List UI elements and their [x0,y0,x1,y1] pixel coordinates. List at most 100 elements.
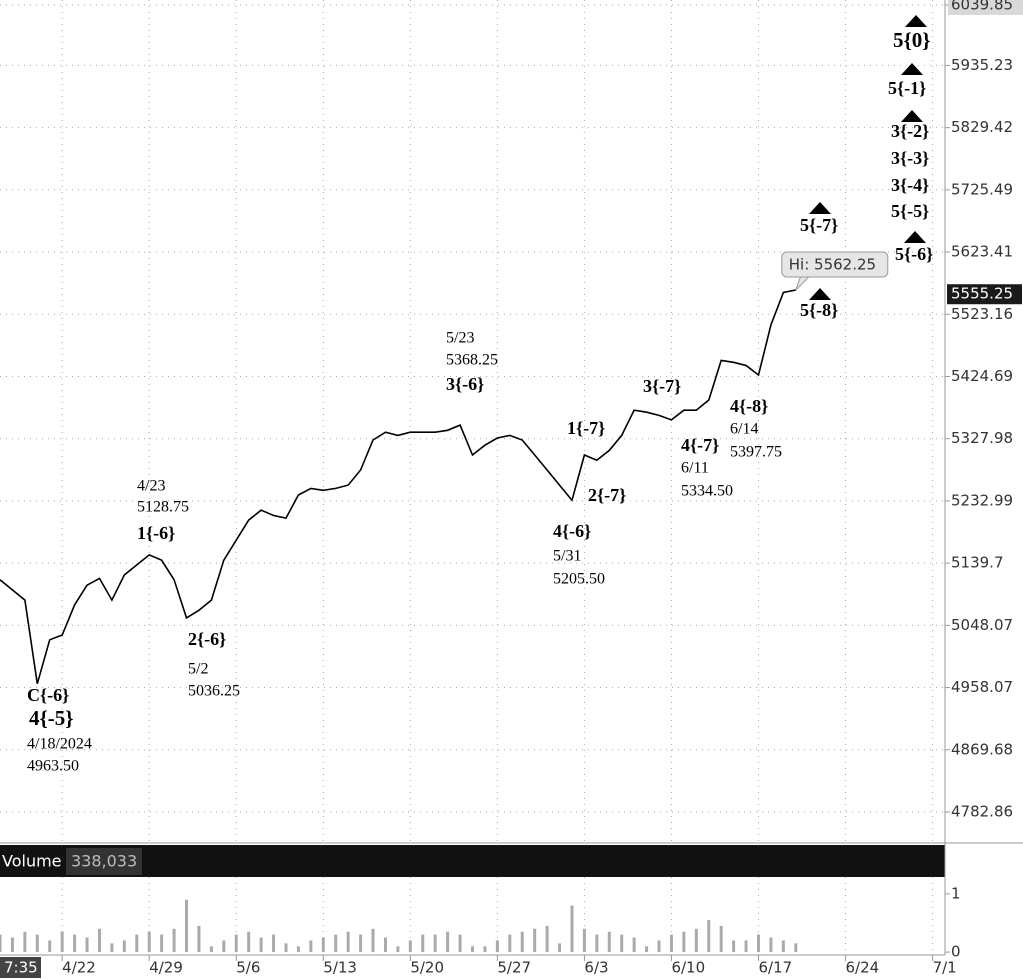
wave-label: 3{-7} [643,376,681,396]
volume-bar [707,920,711,953]
annotation-text: 5368.25 [446,352,498,369]
annotation-text: 4/18/2024 [27,736,92,753]
y-tick-label: 5327.98 [951,429,1013,447]
volume-bar [296,946,300,953]
volume-bar [632,937,636,953]
y-tick-label: 5523.16 [951,305,1013,323]
target-marker [904,231,926,243]
x-tick-label: 4/22 [62,959,96,977]
volume-bar [309,940,313,953]
wave-label: 5{-6} [895,244,933,264]
volume-header [0,845,945,877]
volume-bar [533,928,537,953]
volume-bar [682,931,686,953]
wave-label: 2{-7} [588,485,626,505]
x-tick-label: 4/29 [149,959,183,977]
annotation-text: 5036.25 [188,683,240,700]
volume-bar [122,940,126,953]
volume-bar [595,934,599,953]
volume-bar [458,934,462,953]
annotation-text: 5/23 [446,330,474,347]
wave-label: 5{-1} [888,78,926,98]
target-marker [905,15,927,27]
target-marker [809,288,831,300]
volume-bar [48,940,52,953]
y-tick-highlight [948,0,1023,16]
y-tick-label: 5829.42 [951,118,1013,136]
wave-label: 5{0} [893,28,931,52]
wave-label: 3{-2} [891,121,929,141]
volume-tick-label: 0 [951,943,961,961]
volume-bar [321,937,325,953]
volume-total: 338,033 [71,852,137,871]
volume-bar [60,931,64,953]
y-tick-label: 4869.68 [951,740,1013,758]
wave-label: 5{-7} [800,215,838,235]
volume-bar [769,937,773,953]
y-tick-label: 4782.86 [951,802,1013,820]
volume-tick-label: 1 [951,884,961,902]
wave-label: 4{-8} [730,396,768,416]
volume-bar [147,931,151,953]
volume-bar [346,931,350,953]
volume-bar [197,925,201,953]
volume-bar [694,928,698,953]
x-tick-label: 5/6 [236,959,260,977]
annotation-text: 6/11 [681,460,709,477]
volume-title: Volume [2,852,62,871]
volume-bar [383,937,387,953]
time-label: 7:35 [4,959,38,977]
wave-label: 1{-6} [137,523,175,543]
wave-label: 5{-5} [891,201,929,221]
volume-bar [222,940,226,953]
volume-bar [272,934,276,953]
volume-bar [247,931,251,953]
volume-bar [433,934,437,953]
volume-bar [160,934,164,953]
wave-label: 3{-6} [446,374,484,394]
last-price-box [947,284,1022,305]
volume-bar [421,934,425,953]
volume-bar [645,946,649,953]
volume-bar [371,928,375,953]
volume-bar [185,899,189,953]
volume-bar [10,937,14,953]
volume-bar [359,934,363,953]
y-tick-label: 5424.69 [951,367,1013,385]
volume-bar [234,934,238,953]
volume-bar [545,925,549,953]
volume-bar [23,931,27,953]
annotation-text: 5205.50 [553,571,605,588]
x-tick-label: 6/3 [584,959,608,977]
volume-bar [744,940,748,953]
y-tick-label: 5232.99 [951,491,1013,509]
volume-bar [85,937,89,953]
volume-bar [607,931,611,953]
wave-label: 4{-7} [681,435,719,455]
wave-label: 3{-4} [891,175,929,195]
volume-bar [73,934,77,953]
wave-label: 3{-3} [891,148,929,168]
y-tick-label: 5048.07 [951,616,1013,634]
volume-bar [172,928,176,953]
x-tick-label: 6/17 [758,959,792,977]
annotation-text: 5397.75 [730,444,782,461]
wave-label: 5{-8} [800,300,838,320]
high-bubble [781,251,889,278]
wave-label: 4{-5} [29,706,74,730]
volume-bar [97,928,101,953]
wave-label: 2{-6} [188,629,226,649]
y-tick-label: 5139.7 [951,554,1004,572]
time-box [0,957,41,978]
x-tick-label: 7/1 [933,959,957,977]
volume-bar [471,946,474,953]
volume-bar [483,946,487,953]
volume-bar [209,946,213,953]
annotation-text: 5334.50 [681,483,733,500]
volume-bar [396,946,400,953]
volume-bar [732,940,736,953]
volume-bar [0,934,2,953]
x-tick-label: 6/10 [671,959,705,977]
x-tick-label: 6/24 [846,959,880,977]
